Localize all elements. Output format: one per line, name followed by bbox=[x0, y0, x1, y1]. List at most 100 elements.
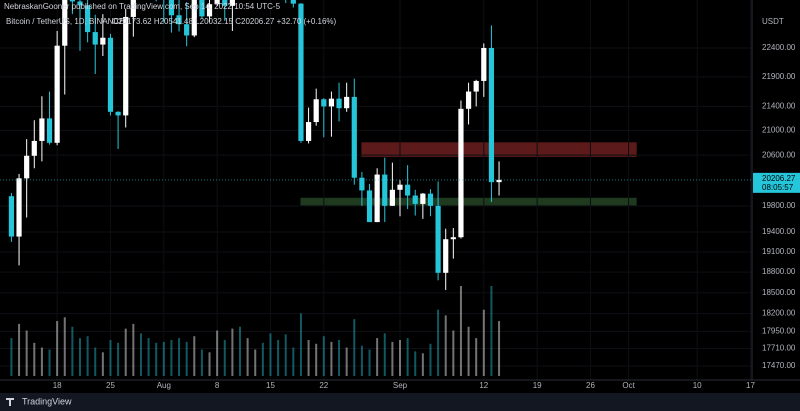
volume-bar bbox=[124, 328, 127, 376]
candle-body bbox=[366, 190, 373, 223]
y-tick-label: 19400.00 bbox=[762, 227, 796, 236]
volume-bar bbox=[139, 333, 142, 376]
volume-bar bbox=[299, 313, 302, 376]
volume-bar bbox=[56, 321, 59, 376]
candle-body bbox=[206, 4, 213, 17]
candle-body bbox=[39, 118, 45, 141]
y-tick-label: 17470.00 bbox=[762, 361, 796, 370]
volume-bar bbox=[429, 343, 432, 376]
candle-body bbox=[24, 155, 30, 179]
candle-body bbox=[465, 91, 472, 109]
x-tick-label: Oct bbox=[622, 381, 635, 390]
volume-bar bbox=[185, 341, 188, 376]
x-tick-label: Aug bbox=[157, 381, 171, 390]
volume-bar bbox=[117, 342, 120, 376]
volume-bar bbox=[345, 347, 348, 376]
y-tick-label: 22400.00 bbox=[762, 43, 796, 52]
candle-body bbox=[229, 0, 235, 6]
candle-body bbox=[427, 193, 434, 206]
volume-bar bbox=[490, 286, 493, 376]
y-tick-label: 21400.00 bbox=[762, 102, 796, 111]
ohlc-legend: O20173.62 H20541.48 L20032.15 C20206.27 … bbox=[112, 17, 337, 26]
price-label-box bbox=[753, 172, 800, 193]
candle-body bbox=[16, 178, 22, 237]
candle-body bbox=[443, 239, 449, 273]
volume-bar bbox=[231, 328, 234, 376]
x-tick-label: 8 bbox=[215, 381, 220, 390]
publisher: NebraskanGooner published on TradingView… bbox=[4, 2, 281, 11]
candle-body bbox=[222, 0, 228, 6]
volume-bar bbox=[33, 342, 36, 376]
volume-bar bbox=[284, 334, 287, 376]
candle-body bbox=[184, 24, 190, 36]
volume-bar bbox=[162, 341, 165, 376]
candle-body bbox=[130, 0, 136, 17]
footer-bar bbox=[0, 393, 800, 411]
candle-body bbox=[321, 99, 327, 107]
volume-bar bbox=[421, 353, 424, 376]
volume-bar bbox=[277, 340, 280, 376]
x-tick-label: 18 bbox=[53, 381, 62, 390]
candle-body bbox=[389, 189, 395, 206]
volume-bar bbox=[178, 338, 181, 376]
y-tick-label: 19800.00 bbox=[762, 201, 796, 210]
price-zone bbox=[361, 142, 637, 157]
candle-body bbox=[496, 179, 502, 183]
candle-body bbox=[374, 174, 380, 223]
volume-bar bbox=[475, 338, 478, 376]
candle-body bbox=[344, 96, 350, 109]
volume-bar bbox=[330, 341, 333, 376]
footer-brand: TradingView bbox=[22, 396, 72, 406]
y-tick-label: 17950.00 bbox=[762, 326, 796, 335]
volume-bar bbox=[48, 349, 51, 376]
candle-body bbox=[290, 0, 296, 4]
volume-bar bbox=[101, 352, 104, 376]
candle-body bbox=[107, 37, 114, 112]
countdown: 08:05:57 bbox=[762, 183, 794, 192]
volume-bar bbox=[467, 326, 470, 376]
volume-bar bbox=[246, 338, 249, 376]
volume-bar bbox=[498, 321, 501, 376]
volume-bar bbox=[109, 340, 112, 376]
candle-body bbox=[123, 16, 129, 116]
volume-bar bbox=[208, 352, 211, 376]
candle-body bbox=[77, 1, 83, 6]
candle-body bbox=[62, 0, 68, 46]
volume-bar bbox=[437, 309, 440, 376]
volume-bar bbox=[307, 340, 310, 376]
y-tick-label: 18200.00 bbox=[762, 309, 796, 318]
candle-body bbox=[54, 45, 60, 143]
volume-bar bbox=[63, 317, 66, 376]
candle-body bbox=[351, 96, 357, 178]
volume-bar bbox=[40, 347, 43, 376]
candle-body bbox=[100, 37, 106, 45]
candle-body bbox=[168, 0, 175, 16]
candle-body bbox=[488, 47, 495, 183]
volume-bar bbox=[132, 323, 135, 376]
volume-bar bbox=[269, 333, 272, 376]
volume-bar bbox=[414, 351, 417, 376]
symbol: Bitcoin / TetherUS, 1D, BINANCE bbox=[6, 17, 125, 26]
candle-body bbox=[176, 15, 182, 25]
volume-bar bbox=[452, 330, 455, 376]
y-tick-label: 19100.00 bbox=[762, 247, 796, 256]
y-tick-label: 18800.00 bbox=[762, 267, 796, 276]
candle-body bbox=[328, 98, 335, 107]
x-tick-label: 15 bbox=[266, 381, 275, 390]
candle-body bbox=[435, 205, 441, 273]
candle-body bbox=[31, 140, 37, 156]
volume-bar bbox=[482, 309, 485, 376]
volume-bar bbox=[239, 326, 241, 376]
volume-bar bbox=[200, 349, 203, 376]
volume-bar bbox=[391, 341, 394, 376]
volume-bar bbox=[368, 349, 371, 376]
volume-bar bbox=[25, 330, 28, 376]
volume-bar bbox=[86, 336, 89, 376]
volume-bar bbox=[216, 330, 219, 376]
candle-body bbox=[405, 184, 411, 196]
candle-body bbox=[46, 118, 53, 143]
volume-bar bbox=[444, 315, 447, 376]
logo bbox=[6, 398, 14, 406]
candle-body bbox=[115, 111, 121, 116]
volume-bar bbox=[360, 345, 363, 376]
